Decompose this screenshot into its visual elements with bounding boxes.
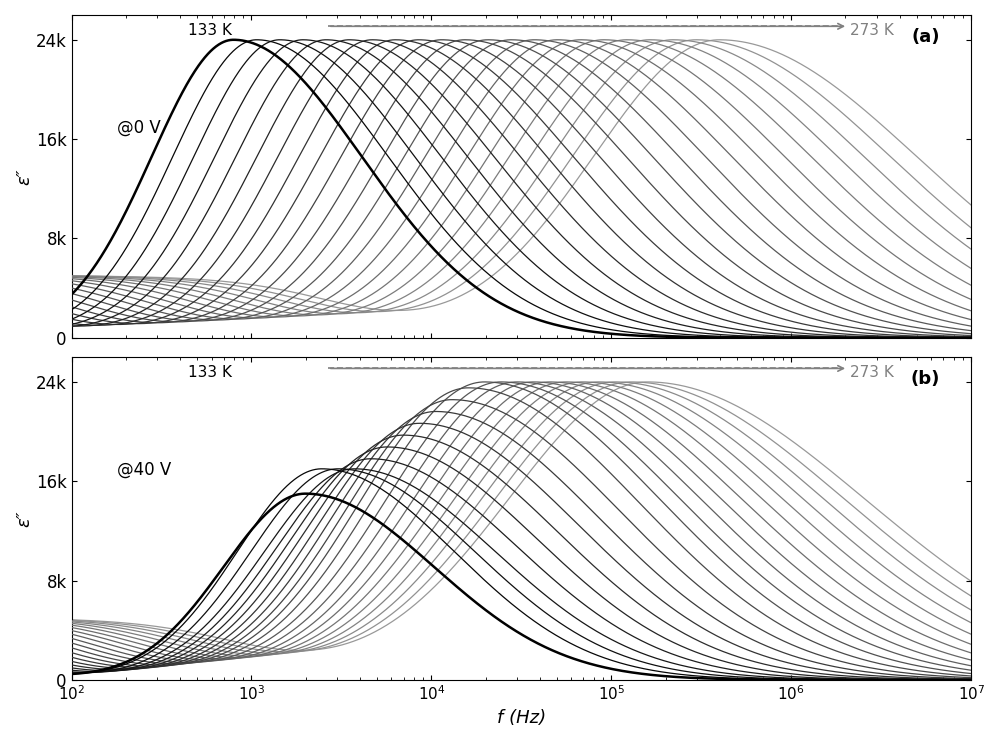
Y-axis label: ε″: ε″ bbox=[15, 168, 33, 185]
Text: 273 K: 273 K bbox=[850, 365, 894, 380]
Text: 133 K: 133 K bbox=[188, 23, 232, 38]
Text: (a): (a) bbox=[911, 28, 940, 46]
Text: @0 V: @0 V bbox=[117, 118, 160, 137]
Text: 133 K: 133 K bbox=[188, 365, 232, 380]
Text: @40 V: @40 V bbox=[117, 460, 171, 479]
Text: 273 K: 273 K bbox=[850, 23, 894, 38]
Text: (b): (b) bbox=[910, 370, 940, 388]
X-axis label: f (Hz): f (Hz) bbox=[497, 709, 546, 727]
Y-axis label: ε″: ε″ bbox=[15, 510, 33, 527]
